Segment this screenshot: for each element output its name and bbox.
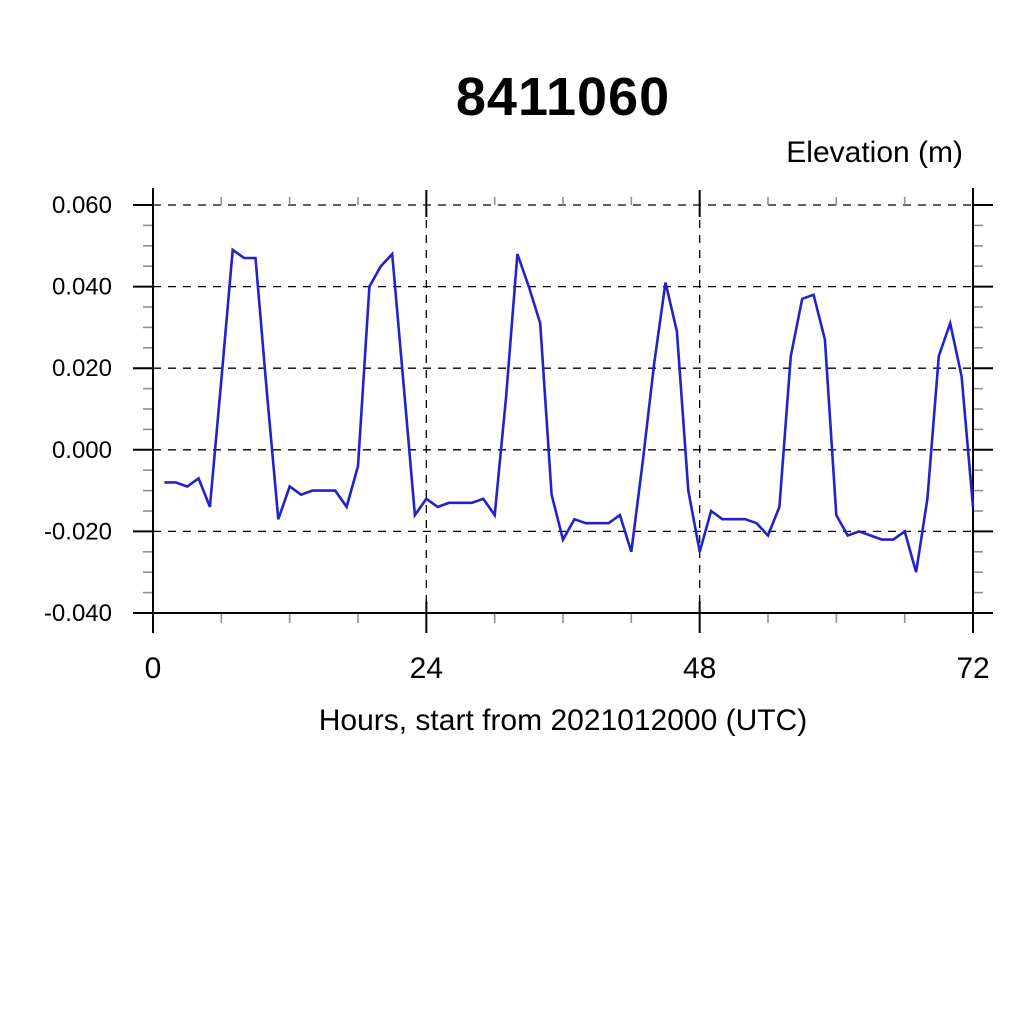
x-tick-label: 48: [683, 652, 716, 685]
y-tick-label: 0.020: [52, 355, 112, 382]
y-tick-label: -0.020: [44, 518, 112, 545]
x-tick-label: 24: [410, 652, 443, 685]
y-tick-label: 0.000: [52, 437, 112, 464]
chart-title: 8411060: [455, 67, 671, 127]
y-axis-title: Elevation (m): [786, 136, 963, 169]
y-tick-label: 0.040: [52, 274, 112, 301]
y-tick-label: -0.040: [44, 600, 112, 627]
x-tick-label: 0: [145, 652, 162, 685]
x-axis-title: Hours, start from 2021012000 (UTC): [318, 704, 808, 737]
x-tick-label: 72: [956, 652, 989, 685]
y-tick-label: 0.060: [52, 192, 112, 219]
elevation-line: [164, 247, 975, 573]
